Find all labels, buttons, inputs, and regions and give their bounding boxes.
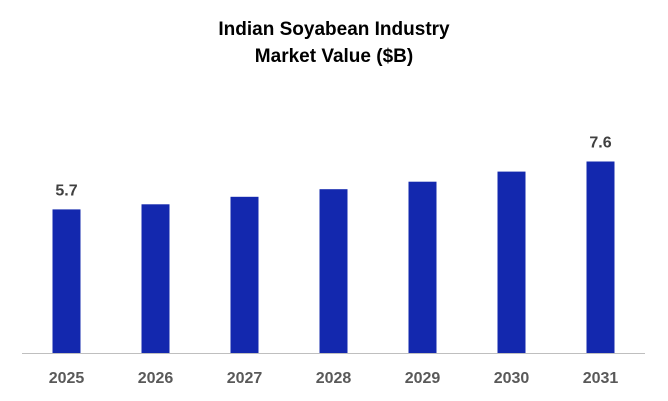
chart-title: Indian Soyabean Industry Market Value ($… [0, 16, 668, 70]
data-label-2025: 5.7 [55, 182, 77, 199]
chart-title-line-2: Market Value ($B) [254, 46, 414, 67]
x-tick-label-2031: 2031 [583, 370, 619, 387]
x-tick-label-2025: 2025 [49, 370, 85, 387]
x-tick-label-2027: 2027 [227, 370, 263, 387]
bar-2027 [230, 196, 259, 353]
x-tick-label-2030: 2030 [494, 370, 530, 387]
data-labels: 5.7 7.6 [55, 135, 611, 200]
bar-2025 [52, 209, 81, 353]
x-tick-labels: 2025 2026 2027 2028 2029 2030 2031 [49, 370, 619, 387]
bar-2031 [586, 161, 615, 353]
data-label-2031: 7.6 [589, 135, 611, 152]
x-tick-label-2028: 2028 [316, 370, 352, 387]
bar-2030 [497, 171, 526, 353]
bars-group [52, 161, 615, 353]
x-tick-label-2029: 2029 [405, 370, 441, 387]
x-tick-label-2026: 2026 [138, 370, 174, 387]
bar-2028 [319, 189, 348, 353]
bar-2029 [408, 181, 437, 353]
chart-title-line-1: Indian Soyabean Industry [218, 19, 450, 40]
bar-2026 [141, 204, 170, 353]
